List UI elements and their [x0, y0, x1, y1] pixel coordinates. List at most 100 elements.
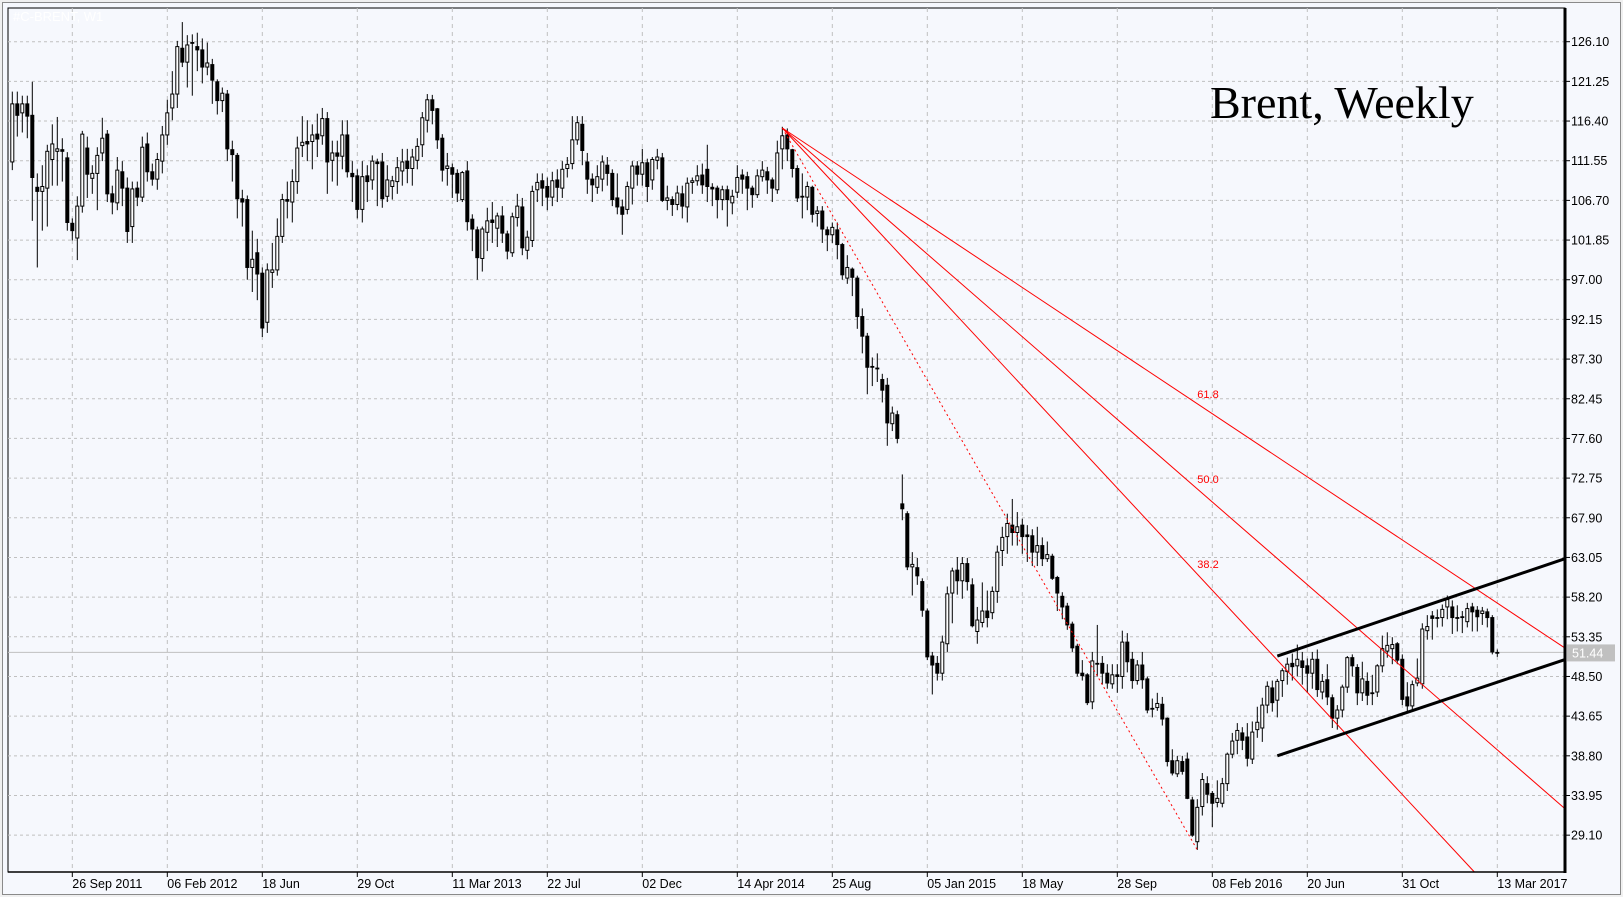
candle	[15, 91, 20, 137]
candle-body-bear	[670, 199, 675, 205]
candle	[95, 147, 100, 211]
candle-body-bear	[505, 233, 510, 252]
candle	[990, 586, 995, 620]
candle	[285, 181, 290, 219]
candle	[995, 545, 1000, 603]
candle-body-bull	[1215, 797, 1220, 803]
candle-body-bull	[1255, 721, 1260, 731]
fib-trend-line[interactable]	[781, 127, 1198, 851]
candle-body-bull	[330, 152, 335, 161]
candle-body-bear	[850, 268, 855, 278]
candle	[330, 140, 335, 182]
candle	[375, 158, 380, 207]
candle	[615, 173, 620, 215]
candle-body-bear	[240, 198, 245, 203]
candle	[545, 177, 550, 211]
y-tick-label: 72.75	[1571, 472, 1602, 486]
x-tick-label: 25 Aug	[832, 877, 871, 891]
candle	[355, 169, 360, 219]
candle-body-bull	[280, 199, 285, 237]
candle-body-bear	[325, 118, 330, 163]
channel-upper-line[interactable]	[1276, 557, 1566, 658]
candle	[890, 406, 895, 432]
candle-body-bull	[910, 563, 915, 568]
candle-body-bull	[695, 175, 700, 182]
candle-body-bull	[990, 590, 995, 614]
candle-body-bull	[1420, 628, 1425, 685]
candle	[780, 126, 785, 170]
candle-body-bear	[645, 162, 650, 187]
candle-body-bull	[1135, 664, 1140, 682]
candle	[470, 214, 475, 252]
candle	[435, 107, 440, 149]
candle-body-bull	[1035, 545, 1040, 553]
fib-fan-line[interactable]	[781, 127, 1475, 873]
candle	[235, 152, 240, 219]
candle	[1250, 721, 1255, 764]
candle	[430, 94, 435, 125]
candle	[185, 35, 190, 88]
candle	[1190, 796, 1195, 837]
candle-body-bull	[50, 143, 55, 160]
candle	[265, 263, 270, 333]
candle-body-bear	[85, 147, 90, 175]
candle-body-bear	[1240, 732, 1245, 741]
candle-body-bear	[935, 662, 940, 674]
candle	[505, 230, 510, 260]
candle-body-bull	[385, 179, 390, 197]
candle-body-bear	[350, 172, 355, 178]
candle	[1470, 602, 1475, 632]
candle-body-bear	[705, 168, 710, 187]
candle-body-bull	[565, 163, 570, 169]
fib-fan-line[interactable]	[781, 127, 1566, 810]
candle-body-bull	[550, 180, 555, 198]
channel-lower-line[interactable]	[1276, 658, 1566, 758]
candle-body-bull	[1375, 665, 1380, 693]
candle	[1140, 651, 1145, 689]
candle	[1335, 705, 1340, 730]
candle-body-bear	[180, 47, 185, 63]
fibonacci-fan[interactable]: 38.2 50.0 61.8	[781, 127, 1566, 873]
candle-body-bear	[1395, 643, 1400, 661]
candle-body-bear	[355, 175, 360, 210]
candle-body-bear	[925, 610, 930, 658]
candle-body-bull	[220, 92, 225, 102]
candle	[450, 163, 455, 198]
candle-body-bull	[480, 228, 485, 259]
candle	[1180, 755, 1185, 775]
candle-body-bull	[535, 181, 540, 191]
candle	[870, 357, 875, 387]
candle	[1495, 649, 1500, 657]
candle-body-bull	[205, 62, 210, 68]
candle	[515, 193, 520, 227]
price-channel[interactable]	[1276, 557, 1566, 758]
candle	[345, 120, 350, 178]
candle-body-bear	[580, 123, 585, 151]
candle-body-bear	[15, 103, 20, 116]
candle	[725, 185, 730, 227]
candle-body-bear	[870, 365, 875, 368]
candle-body-bull	[300, 141, 305, 147]
candle-body-bull	[1345, 657, 1350, 688]
candle-body-bull	[160, 134, 165, 162]
candle	[100, 117, 105, 162]
candle-body-bull	[1000, 536, 1005, 551]
candle-body-bear	[865, 335, 870, 368]
candle-body-bull	[800, 195, 805, 198]
candle	[305, 120, 310, 162]
candle	[670, 196, 675, 216]
candle-body-bear	[1300, 660, 1305, 668]
candle-body-bear	[1125, 641, 1130, 663]
candle	[65, 152, 70, 231]
candle-body-bull	[20, 103, 25, 114]
candle-body-bull	[1385, 644, 1390, 652]
y-tick-label: 33.95	[1571, 789, 1602, 803]
fib-fan-line[interactable]	[782, 127, 1566, 649]
candle-body-bear	[1185, 758, 1190, 799]
candle	[155, 152, 160, 190]
candle	[755, 169, 760, 198]
candle-body-bull	[320, 118, 325, 137]
candle-body-bull	[390, 180, 395, 187]
candle-body-bull	[130, 188, 135, 228]
